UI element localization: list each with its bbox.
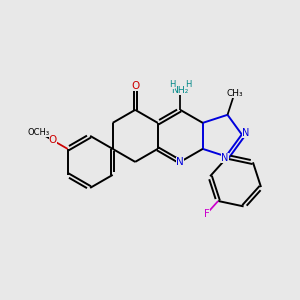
Text: O: O: [49, 135, 57, 146]
Text: N: N: [176, 157, 184, 167]
Text: CH₃: CH₃: [226, 89, 243, 98]
Text: NH₂: NH₂: [172, 86, 189, 95]
Text: N: N: [221, 153, 229, 164]
Text: OCH₃: OCH₃: [28, 128, 50, 137]
Text: N: N: [242, 128, 249, 139]
Text: F: F: [204, 208, 210, 219]
Text: O: O: [131, 81, 139, 92]
Text: H: H: [185, 80, 192, 89]
Text: H: H: [169, 80, 175, 89]
